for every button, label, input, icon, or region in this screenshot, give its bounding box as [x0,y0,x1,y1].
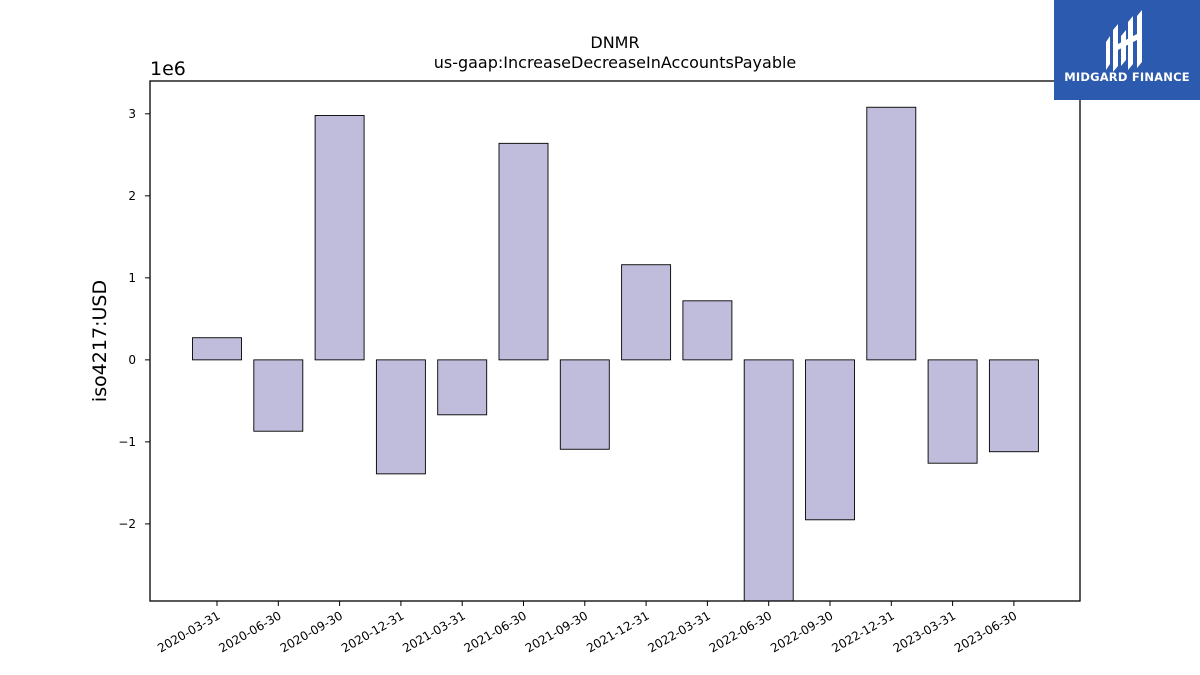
bars-group [192,106,1039,602]
bar-2020-12-31 [375,359,426,475]
x-tick-label: 2021-12-31 [584,608,651,655]
plot-frame [149,80,1081,602]
bar-2020-03-31 [192,337,242,361]
x-tick-label: 2023-03-31 [891,608,958,655]
y-scale-label: 1e6 [150,58,186,80]
bar-2021-03-31 [437,359,488,416]
bar-2022-09-30 [805,359,855,521]
y-axis-label: iso4217:USD [89,280,111,402]
chart-subtitle: us-gaap:IncreaseDecreaseInAccountsPayabl… [434,53,797,72]
bar-2023-06-30 [988,359,1039,453]
x-tick-label: 2020-09-30 [278,608,345,655]
bar-2023-03-31 [927,359,978,464]
bar-2022-12-31 [866,106,917,361]
bar-2020-09-30 [314,114,365,361]
bar-2022-06-30 [743,359,794,602]
x-tick-label: 2021-06-30 [462,608,529,655]
x-tick-label: 2020-12-31 [339,608,406,655]
y-tick-label: −1 [118,435,136,449]
y-tick-label: 2 [128,189,136,203]
bar-2022-03-31 [682,300,733,361]
y-tick-label: 1 [128,271,136,285]
bar-2021-12-31 [621,264,672,361]
x-ticks-group: 2020-03-312020-06-302020-09-302020-12-31… [155,601,1019,655]
logo-text: MIDGARD FINANCE [1064,70,1190,84]
x-tick-label: 2021-09-30 [523,608,590,655]
y-tick-label: −2 [118,517,136,531]
x-tick-label: 2022-03-31 [645,608,712,655]
midgard-finance-logo: MIDGARD FINANCE [1054,0,1200,100]
x-tick-label: 2020-03-31 [155,608,222,655]
bar-2021-09-30 [559,359,610,450]
x-tick-label: 2020-06-30 [216,608,283,655]
x-tick-label: 2023-06-30 [952,608,1019,655]
logo-mark-icon [1054,0,1200,100]
y-tick-label: 3 [128,107,136,121]
bar-2020-06-30 [253,359,304,432]
y-ticks-group: −2 −1 0 1 2 3 [118,107,150,531]
x-tick-label: 2022-06-30 [707,608,774,655]
y-tick-label: 0 [128,353,136,367]
x-tick-label: 2022-09-30 [768,608,835,655]
chart-title: DNMR [590,33,639,52]
x-tick-label: 2022-12-31 [829,608,896,655]
bar-2021-06-30 [498,142,549,361]
x-tick-label: 2021-03-31 [400,608,467,655]
